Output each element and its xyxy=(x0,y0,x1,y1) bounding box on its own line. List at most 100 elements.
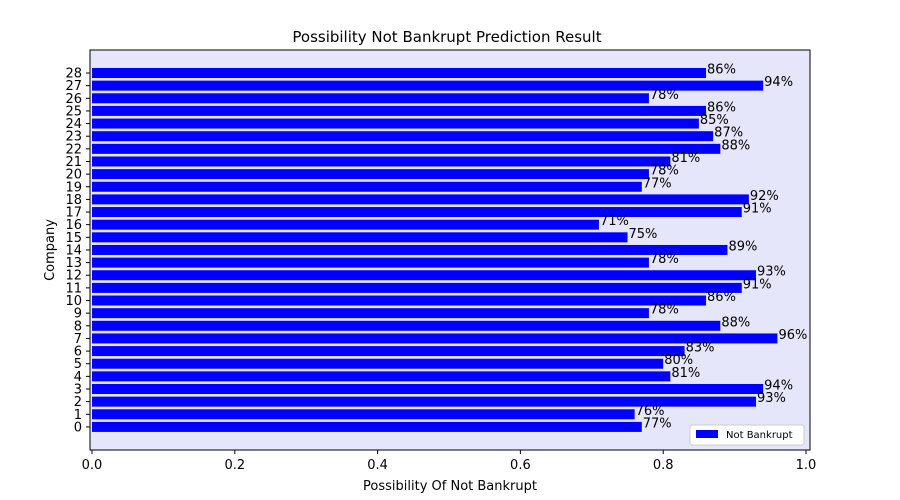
y-tick-label: 27 xyxy=(65,79,82,94)
bar-company-1 xyxy=(92,409,635,420)
data-label-company-26: 78% xyxy=(650,88,679,103)
bar-company-21 xyxy=(92,156,671,167)
bar-company-2 xyxy=(92,396,757,407)
y-tick-label: 12 xyxy=(65,269,82,284)
y-tick-label: 20 xyxy=(65,168,82,183)
data-label-company-10: 86% xyxy=(707,290,736,305)
bar-company-22 xyxy=(92,143,721,154)
y-tick-label: 15 xyxy=(65,231,82,246)
y-tick-label: 25 xyxy=(65,104,82,119)
bar-company-8 xyxy=(92,320,721,331)
bar-company-26 xyxy=(92,93,649,104)
y-tick-label: 8 xyxy=(74,319,82,334)
x-axis-title: Possibility Of Not Bankrupt xyxy=(363,479,537,494)
data-label-company-5: 80% xyxy=(664,353,693,368)
data-label-company-9: 78% xyxy=(650,303,679,318)
bar-company-12 xyxy=(92,270,757,281)
bar-company-10 xyxy=(92,295,707,306)
y-tick-label: 16 xyxy=(65,218,82,233)
y-tick-label: 22 xyxy=(65,142,82,157)
y-tick-label: 1 xyxy=(74,408,82,423)
bar-company-16 xyxy=(92,219,599,230)
data-label-company-14: 89% xyxy=(728,239,757,254)
x-tick-label: 0.6 xyxy=(510,458,531,473)
bar-company-27 xyxy=(92,80,764,91)
y-tick-label: 11 xyxy=(65,281,82,296)
bar-company-14 xyxy=(92,244,728,255)
x-tick-label: 0.0 xyxy=(82,458,103,473)
x-axis-ticks: 0.0 0.2 0.4 0.6 0.8 1.0 xyxy=(82,450,817,473)
bar-company-17 xyxy=(92,207,742,218)
data-label-company-16: 71% xyxy=(600,214,629,229)
bar-company-28 xyxy=(92,68,707,78)
data-label-company-21: 81% xyxy=(671,151,700,166)
data-label-company-27: 94% xyxy=(764,75,793,90)
data-label-company-2: 93% xyxy=(757,391,786,406)
data-label-company-7: 96% xyxy=(778,328,807,343)
x-tick-label: 0.2 xyxy=(224,458,245,473)
bar-company-11 xyxy=(92,282,742,293)
x-tick-label: 0.4 xyxy=(367,458,388,473)
data-label-company-3: 94% xyxy=(764,379,793,394)
y-tick-label: 6 xyxy=(74,345,82,360)
y-tick-label: 19 xyxy=(65,180,82,195)
bar-company-24 xyxy=(92,118,699,129)
legend-label: Not Bankrupt xyxy=(726,430,793,441)
data-label-company-12: 93% xyxy=(757,265,786,280)
data-label-company-8: 88% xyxy=(721,315,750,330)
data-label-company-17: 91% xyxy=(743,202,772,217)
y-tick-label: 13 xyxy=(65,256,82,271)
y-tick-label: 18 xyxy=(65,193,82,208)
bar-company-9 xyxy=(92,308,649,319)
y-tick-label: 3 xyxy=(74,383,82,398)
data-label-company-0: 77% xyxy=(643,416,672,431)
bar-company-20 xyxy=(92,169,649,180)
chart-title: Possibility Not Bankrupt Prediction Resu… xyxy=(292,28,601,46)
y-tick-label: 7 xyxy=(74,332,82,347)
data-label-company-28: 86% xyxy=(707,63,736,78)
y-tick-label: 17 xyxy=(65,206,82,221)
y-tick-label: 9 xyxy=(74,307,82,322)
y-tick-label: 14 xyxy=(65,243,82,258)
bars-group xyxy=(92,68,778,432)
data-label-company-11: 91% xyxy=(743,277,772,292)
data-label-company-6: 83% xyxy=(686,341,715,356)
y-axis-title: Company xyxy=(43,219,58,281)
bar-company-13 xyxy=(92,257,649,268)
data-label-company-15: 75% xyxy=(629,227,658,242)
data-label-company-4: 81% xyxy=(671,366,700,381)
bar-company-5 xyxy=(92,358,664,369)
legend: Not Bankrupt xyxy=(689,424,805,446)
bar-company-23 xyxy=(92,131,714,142)
bar-company-15 xyxy=(92,232,628,243)
data-label-company-25: 86% xyxy=(707,100,736,115)
y-tick-label: 28 xyxy=(65,67,82,82)
y-tick-label: 5 xyxy=(74,357,82,372)
x-tick-label: 1.0 xyxy=(796,458,817,473)
bar-company-19 xyxy=(92,181,642,192)
bar-company-4 xyxy=(92,371,671,382)
y-tick-label: 2 xyxy=(74,395,82,410)
data-label-company-19: 77% xyxy=(643,176,672,191)
bar-company-7 xyxy=(92,333,778,344)
bar-company-0 xyxy=(92,421,642,432)
y-tick-label: 26 xyxy=(65,92,82,107)
legend-swatch xyxy=(696,430,718,438)
data-label-company-23: 87% xyxy=(714,126,743,141)
y-tick-label: 4 xyxy=(74,370,82,385)
bar-company-3 xyxy=(92,384,764,394)
legend-box xyxy=(689,424,805,446)
data-label-company-1: 76% xyxy=(636,404,665,419)
y-tick-label: 0 xyxy=(74,420,82,435)
y-tick-label: 23 xyxy=(65,130,82,145)
data-label-company-22: 88% xyxy=(721,138,750,153)
data-label-company-20: 78% xyxy=(650,164,679,179)
bar-company-6 xyxy=(92,346,685,357)
y-tick-label: 21 xyxy=(65,155,82,170)
y-tick-label: 24 xyxy=(65,117,82,132)
data-label-company-24: 85% xyxy=(700,113,729,128)
bar-company-18 xyxy=(92,194,749,205)
y-tick-label: 10 xyxy=(65,294,82,309)
data-labels-group: 77%76%93%94%81%80%83%96%88%78%86%91%93%7… xyxy=(600,63,807,432)
